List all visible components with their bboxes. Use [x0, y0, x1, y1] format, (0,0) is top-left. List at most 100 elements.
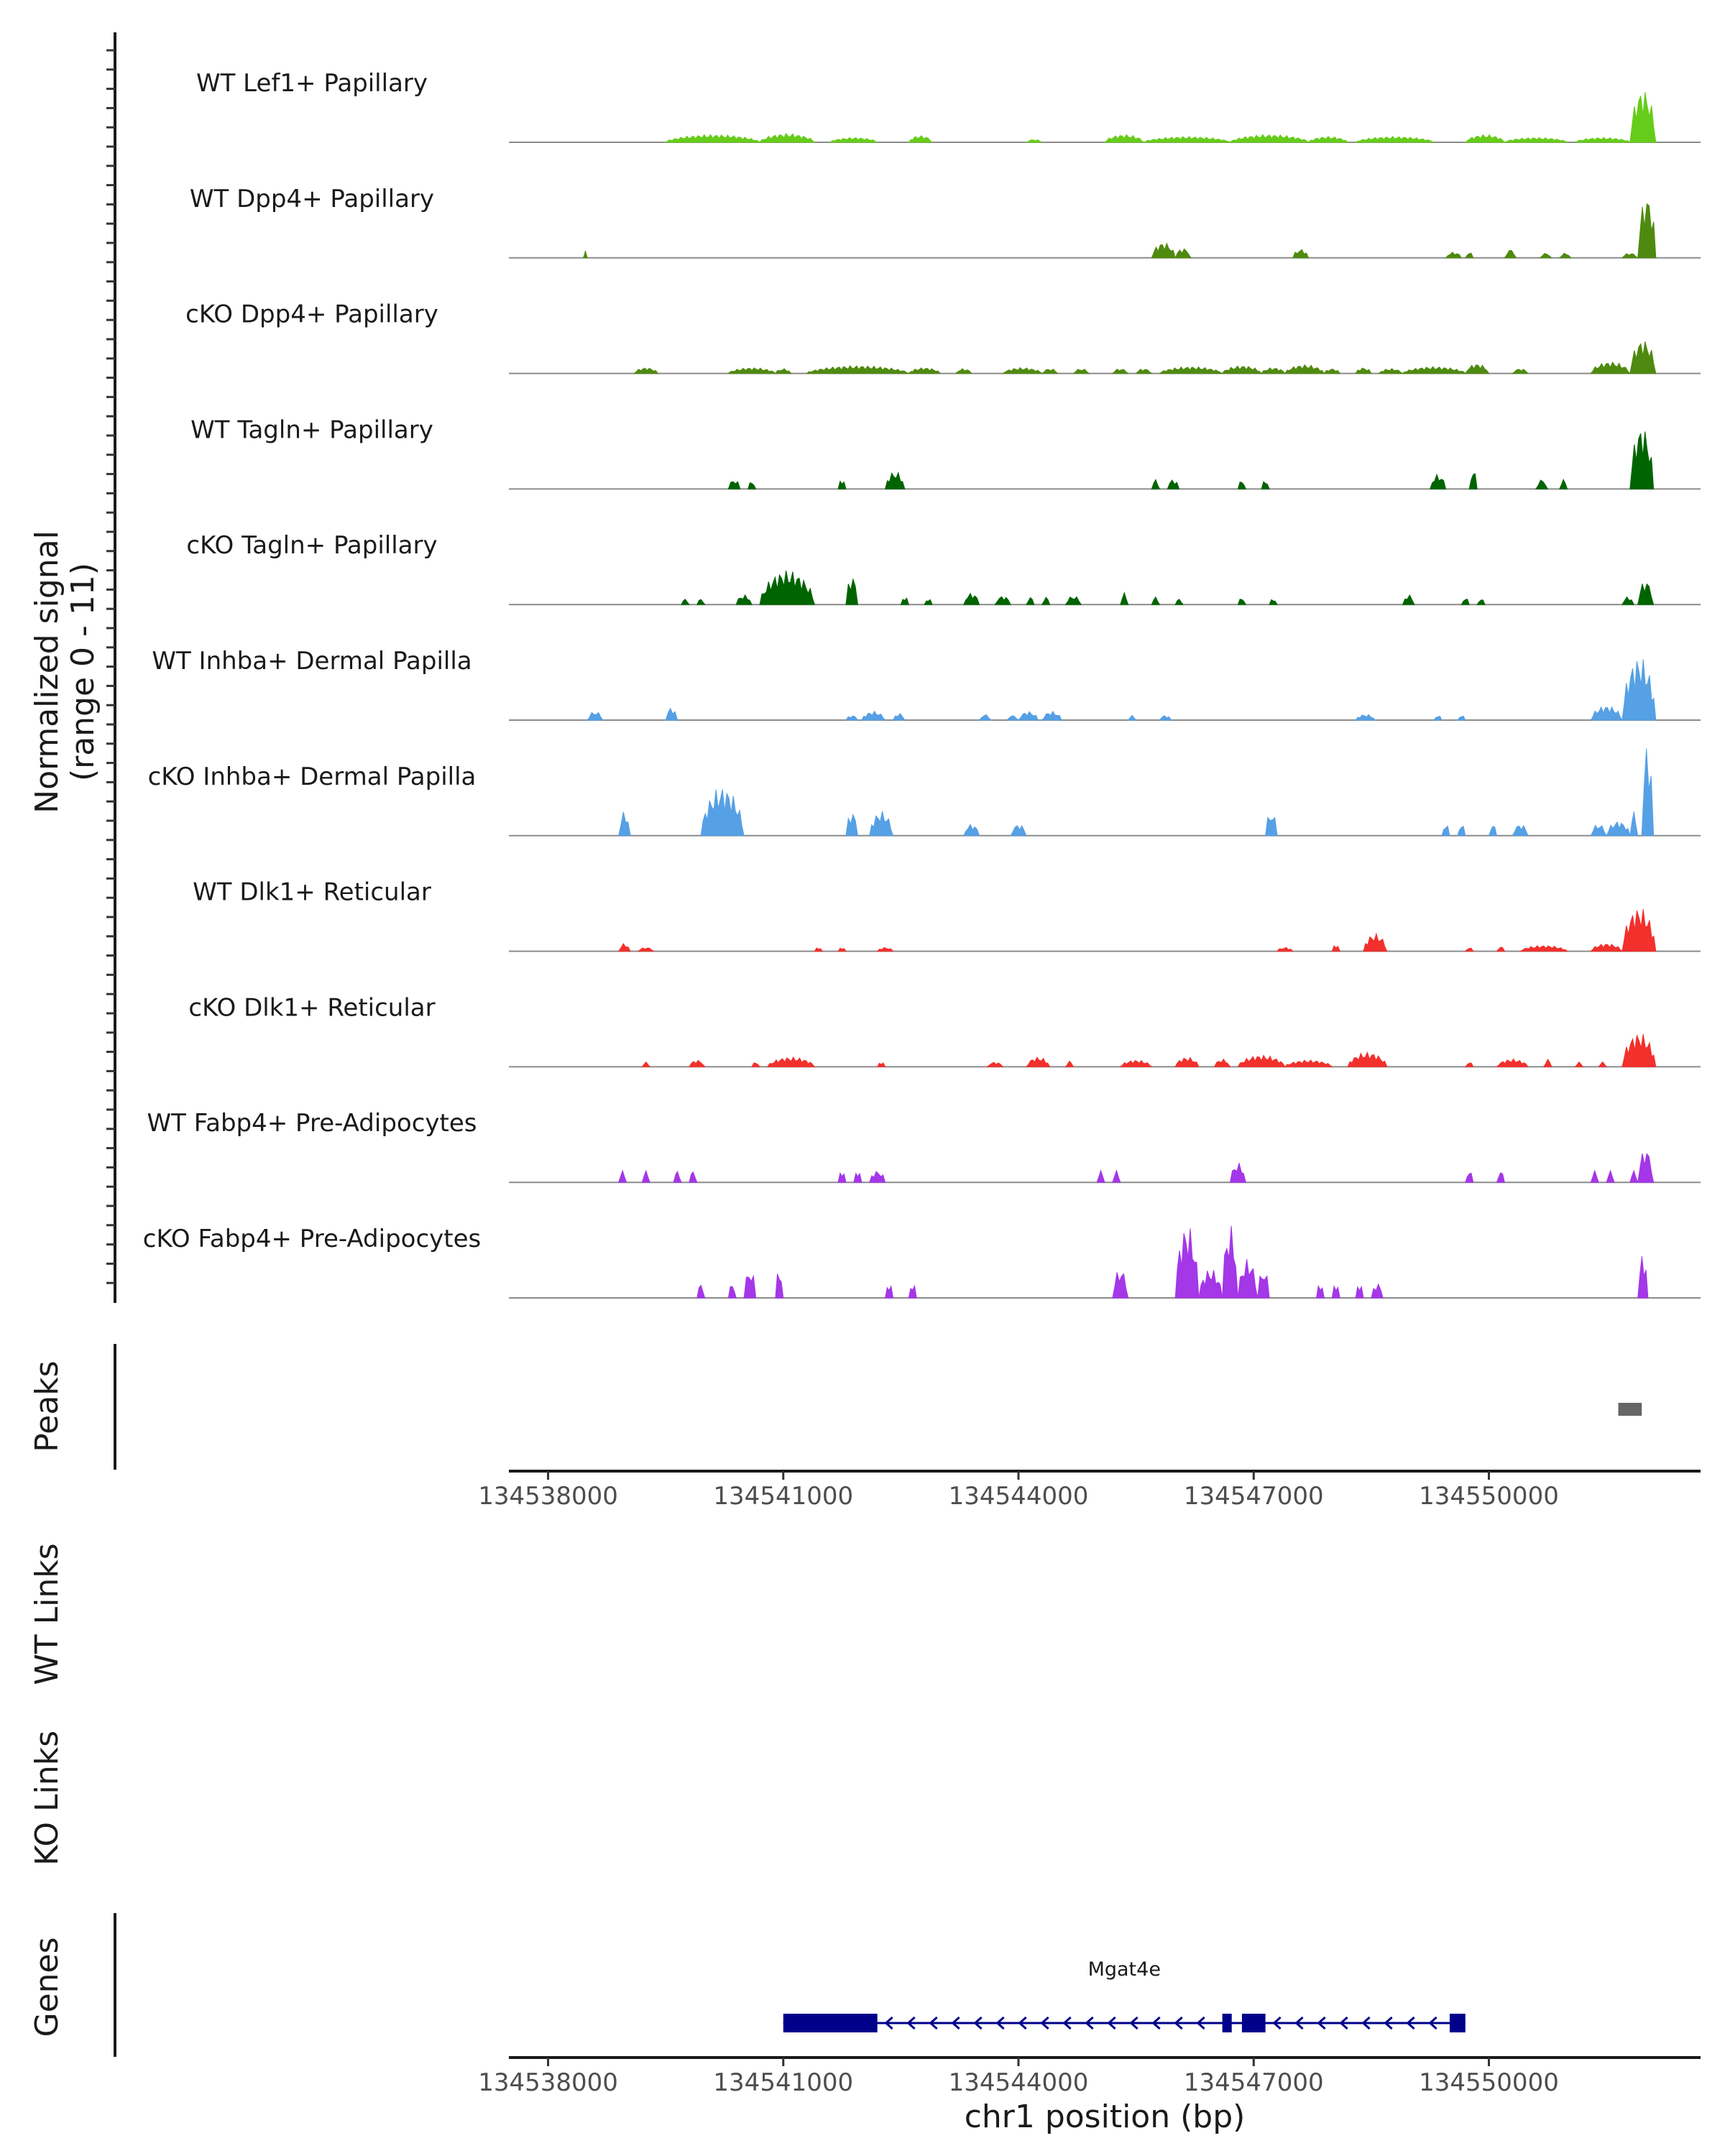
coverage-peak [1496, 946, 1506, 952]
coverage-peak [1025, 1056, 1051, 1067]
track-label: cKO Fabp4+ Pre-Adipocytes [143, 1225, 482, 1253]
coverage-panel: Normalized signal (range 0 - 11) WT Lef1… [29, 32, 1701, 1303]
coverage-peak [1174, 1228, 1200, 1299]
coverage-y-ticks [106, 49, 115, 1284]
coverage-peak [1041, 369, 1059, 374]
coverage-peak [1622, 1033, 1657, 1067]
x-tick-label: 134550000 [1419, 2068, 1559, 2097]
coverage-peak [1637, 203, 1657, 259]
coverage-peak [1460, 598, 1470, 605]
coverage-peak [582, 249, 588, 259]
coverage-peak [1371, 1283, 1384, 1299]
coverage-peak [908, 134, 934, 143]
strand-arrow [1428, 2016, 1438, 2030]
coverage-peak [681, 599, 690, 605]
coverage-peak [869, 1171, 886, 1183]
coverage-peak [908, 1284, 917, 1299]
strand-arrow [1151, 2016, 1161, 2030]
coverage-peak [1010, 825, 1027, 837]
coverage-peak [1269, 599, 1278, 605]
coverage-peak [1237, 1054, 1286, 1067]
coverage-peak [774, 368, 792, 374]
track-label: cKO Tagln+ Papillary [186, 531, 437, 560]
coverage-peak [1151, 596, 1161, 605]
coverage-peak [1002, 367, 1044, 374]
coverage-peak [696, 599, 706, 605]
coverage-peak [1464, 1062, 1474, 1067]
track-1: WT Lef1+ Papillary [196, 69, 1701, 143]
coverage-peak [1355, 714, 1376, 721]
x-tick-label: 134547000 [1184, 1482, 1324, 1511]
coverage-peak [1637, 1153, 1655, 1183]
strand-arrow [1294, 2016, 1304, 2030]
coverage-peak [1112, 1169, 1121, 1183]
x-tick-label: 134538000 [478, 1482, 618, 1511]
coverage-peak [900, 597, 909, 605]
coverage-peak [727, 481, 741, 489]
coverage-peak [1363, 932, 1388, 952]
track-label: WT Inhba+ Dermal Papilla [152, 647, 472, 676]
gene-models: Mgat4e [783, 1958, 1466, 2032]
x-tick-label: 134538000 [478, 2068, 618, 2097]
track-5: cKO Tagln+ Papillary [186, 531, 1701, 606]
coverage-peak [1590, 824, 1607, 837]
coverage-peak [1621, 596, 1635, 605]
coverage-peak [876, 1062, 886, 1067]
coverage-peak [1538, 253, 1553, 259]
strand-arrow [1062, 2016, 1072, 2030]
coverage-peak [1292, 249, 1310, 259]
strand-arrow [995, 2016, 1005, 2030]
coverage-peak [962, 592, 980, 605]
coverage-peak [1504, 249, 1517, 259]
track-11: cKO Fabp4+ Pre-Adipocytes [143, 1225, 1701, 1299]
coverage-peak [924, 599, 933, 605]
strand-arrow [1040, 2016, 1049, 2030]
coverage-peak [1237, 599, 1247, 605]
coverage-peak [1261, 367, 1287, 374]
peaks-panel: Peaks 134538000 134541000 134544000 1345470… [29, 1344, 1701, 1511]
coverage-peak [1575, 137, 1632, 143]
x-tick-label: 134544000 [949, 1482, 1089, 1511]
track-4: WT Tagln+ Papillary [190, 415, 1701, 490]
coverage-peak [1331, 1285, 1340, 1299]
track-label: WT Lef1+ Papillary [196, 69, 428, 98]
coverage-tracks: WT Lef1+ Papillary WT Dpp4+ Papillary cKO … [143, 69, 1701, 1299]
strand-arrow [1107, 2016, 1116, 2030]
coverage-peak [1026, 139, 1042, 143]
coverage-peak [876, 946, 894, 952]
coverage-peak [1558, 478, 1568, 489]
coverage-peak [837, 1171, 847, 1183]
strand-arrow [1317, 2016, 1326, 2030]
coverage-peak [665, 707, 678, 721]
coverage-peak [814, 947, 824, 952]
strand-arrow [1018, 2016, 1027, 2030]
coverage-peak [1641, 748, 1655, 837]
strand-arrow [1174, 2016, 1183, 2030]
coverage-peak [1629, 431, 1655, 489]
coverage-peak [853, 1172, 862, 1183]
coverage-peak [1629, 92, 1657, 143]
coverage-peak [1257, 1275, 1270, 1299]
coverage-peak [1457, 825, 1466, 837]
strand-arrow [951, 2016, 960, 2030]
coverage-peak [806, 365, 909, 374]
track-6: WT Inhba+ Dermal Papilla [152, 647, 1701, 721]
gene-exon [1222, 2014, 1232, 2032]
strand-arrow [1129, 2016, 1138, 2030]
coverage-peak [1429, 473, 1447, 489]
coverage-peak [1621, 253, 1639, 259]
coverage-peak [1598, 1061, 1608, 1067]
peak-regions [1618, 1403, 1642, 1416]
coverage-peak [884, 1284, 894, 1299]
coverage-peak [1284, 364, 1325, 374]
gene-exon [783, 2014, 878, 2032]
coverage-peak [1331, 945, 1340, 952]
coverage-peak [1144, 136, 1230, 143]
coverage-peak [1284, 1059, 1333, 1067]
coverage-peak [1174, 599, 1184, 605]
coverage-peak [767, 1056, 816, 1067]
coverage-peak [845, 813, 858, 837]
coverage-peak [1347, 1051, 1388, 1067]
track-7: cKO Inhba+ Dermal Papilla [148, 748, 1701, 837]
coverage-peak [892, 713, 906, 721]
